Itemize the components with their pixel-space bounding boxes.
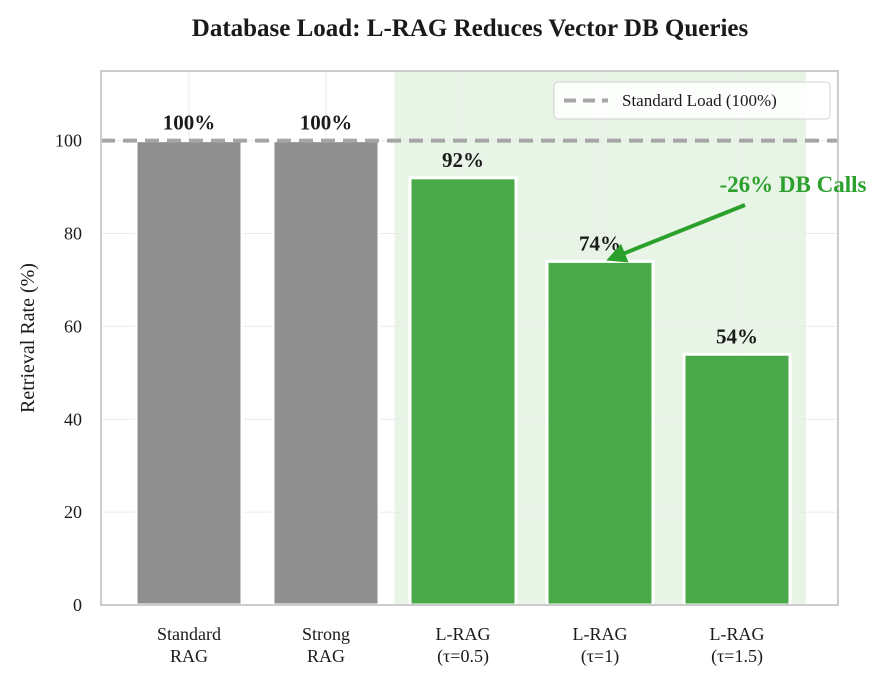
data-label: 92%	[442, 148, 484, 172]
y-tick-label: 100	[55, 131, 82, 151]
annotation-arrow	[606, 203, 746, 263]
data-label: 54%	[716, 324, 758, 348]
y-tick-label: 60	[64, 316, 82, 336]
y-tick-label: 80	[64, 224, 82, 244]
x-tick-label: L-RAG (τ=1.5)	[710, 624, 765, 667]
x-tick-label: L-RAG (τ=0.5)	[436, 624, 491, 667]
annotation-text: -26% DB Calls	[720, 172, 867, 197]
bar	[408, 176, 518, 607]
x-tick-label: L-RAG (τ=1)	[573, 624, 628, 667]
chart-title: Database Load: L-RAG Reduces Vector DB Q…	[192, 15, 749, 42]
x-tick-label: Strong RAG	[302, 624, 350, 666]
data-label: 74%	[579, 231, 621, 255]
bars-layer	[134, 139, 792, 607]
bar	[545, 259, 655, 607]
y-axis-label: Retrieval Rate (%)	[17, 263, 39, 413]
bar	[134, 139, 244, 607]
data-label: 100%	[300, 111, 353, 135]
y-tick-label: 20	[64, 502, 82, 522]
y-tick-label: 0	[73, 595, 82, 615]
bar	[682, 352, 792, 607]
bar	[271, 139, 381, 607]
legend-box	[553, 81, 831, 120]
data-label: 100%	[163, 111, 216, 135]
legend-label: Standard Load (100%)	[622, 91, 777, 110]
legend: Standard Load (100%)	[553, 81, 831, 120]
y-ticks-layer: 0 20 40 60 80 100	[55, 131, 82, 615]
x-tick-label: Standard RAG	[157, 624, 221, 666]
y-tick-label: 40	[64, 409, 82, 429]
plot-frame	[100, 70, 839, 606]
x-ticks-layer: Standard RAG Strong RAG L-RAG (τ=0.5) L-RAG (τ=…	[157, 624, 764, 667]
annotation: -26% DB Calls	[606, 172, 867, 263]
